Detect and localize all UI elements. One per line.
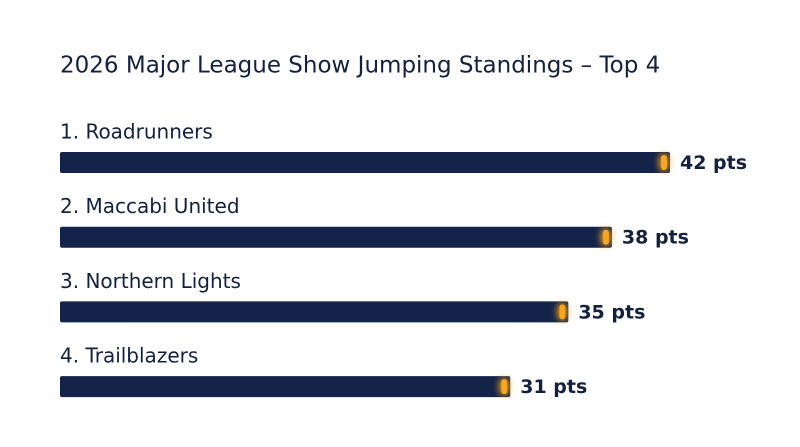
bar-end-highlight — [602, 229, 609, 245]
bar — [60, 301, 569, 323]
category-label: 4. Trailblazers — [60, 344, 198, 368]
bar — [60, 152, 670, 173]
value-label: 42 pts — [680, 152, 747, 174]
bar-end-highlight — [559, 304, 566, 320]
category-label: 2. Maccabi United — [60, 194, 240, 218]
value-label: 31 pts — [520, 376, 587, 398]
category-label: 3. Northern Lights — [60, 269, 241, 293]
value-label: 38 pts — [622, 227, 689, 249]
category-label: 1. Roadrunners — [60, 120, 213, 144]
value-label: 35 pts — [578, 301, 645, 323]
bar — [60, 226, 612, 248]
bar-end-highlight — [661, 155, 667, 170]
chart-title: 2026 Major League Show Jumping Standings… — [60, 53, 660, 79]
bar-end-highlight — [501, 379, 508, 395]
bar — [60, 376, 511, 398]
